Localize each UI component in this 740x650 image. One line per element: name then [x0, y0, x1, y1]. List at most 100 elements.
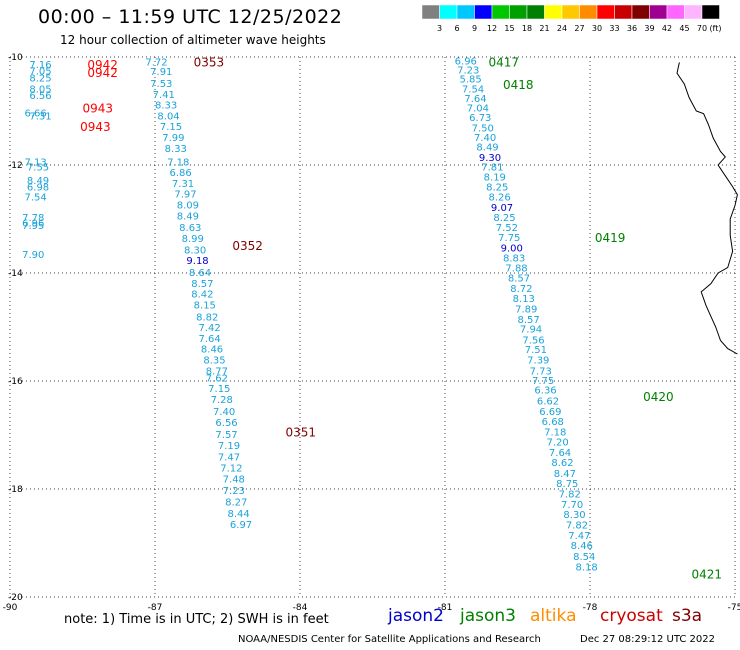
- pass-time-label: 0942: [87, 58, 118, 72]
- wave-height-value: 7.19: [218, 441, 240, 452]
- wave-height-value: 7.53: [150, 79, 172, 90]
- pass-time-label: 0943: [80, 120, 111, 134]
- wave-height-value: 7.42: [199, 323, 221, 334]
- wave-height-value: 6.56: [29, 91, 51, 102]
- credit-line: NOAA/NESDIS Center for Satellite Applica…: [238, 634, 541, 645]
- wave-height-value: 8.83: [503, 253, 525, 264]
- wave-height-value: 7.50: [472, 123, 494, 134]
- lat-tick-label: -16: [8, 377, 23, 387]
- colorbar-label: 9: [472, 24, 477, 33]
- wave-height-value: 7.95: [22, 221, 44, 232]
- wave-height-value: 8.30: [563, 510, 585, 521]
- wave-height-value: 8.25: [493, 213, 515, 224]
- wave-height-value: 7.81: [481, 163, 503, 174]
- wave-height-value: 7.40: [474, 133, 496, 144]
- colorbar-swatch: [596, 4, 615, 20]
- colorbar-label: 6: [454, 24, 459, 33]
- colorbar-swatch: [456, 4, 475, 20]
- wave-height-value: 7.41: [153, 90, 175, 101]
- wave-height-value: 7.15: [208, 384, 230, 395]
- colorbar-swatch: [701, 4, 720, 20]
- wave-height-value: 6.36: [534, 386, 556, 397]
- wave-height-value: 7.47: [218, 453, 240, 464]
- wave-height-value: 6.56: [215, 418, 237, 429]
- units-note: note: 1) Time is in UTC; 2) SWH is in fe…: [64, 612, 329, 627]
- pass-time-label: 0352: [232, 239, 263, 253]
- wave-height-value: 7.62: [206, 373, 228, 384]
- wave-height-value: 7.52: [496, 223, 518, 234]
- colorbar-label: 24: [557, 24, 567, 33]
- colorbar-swatch: [684, 4, 703, 20]
- wave-height-value: 7.94: [520, 325, 542, 336]
- wave-height-value: 7.23: [223, 486, 245, 497]
- wave-height-value: 8.62: [551, 458, 573, 469]
- wave-height-value: 7.18: [167, 157, 189, 168]
- wave-height-value: 7.12: [220, 463, 242, 474]
- wave-height-value: 8.49: [177, 211, 199, 222]
- wave-height-value: 8.82: [196, 312, 218, 323]
- pass-time-label: 0942: [87, 66, 118, 80]
- colorbar-swatch: [579, 4, 598, 20]
- wave-height-value: 6.68: [542, 417, 564, 428]
- wave-height-value: 7.78: [22, 213, 44, 224]
- pass-time-label: 0418: [503, 78, 534, 92]
- wave-height-value: 7.15: [160, 122, 182, 133]
- colorbar-label: 39: [644, 24, 654, 33]
- wave-height-value: 7.99: [162, 133, 184, 144]
- generation-timestamp: Dec 27 08:29:12 UTC 2022: [580, 634, 715, 645]
- wave-height-value: 7.47: [568, 531, 590, 542]
- pass-time-label: 0353: [194, 55, 225, 69]
- wave-height-value: 7.16: [29, 60, 51, 71]
- wave-height-value: 8.57: [191, 279, 213, 290]
- colorbar-label: 42: [662, 24, 672, 33]
- wave-height-value: 7.20: [547, 438, 569, 449]
- colorbar-unit-label: (ft): [709, 24, 721, 33]
- wave-height-value: 6.66: [25, 109, 47, 120]
- wave-height-value: 9.30: [479, 153, 501, 164]
- wave-height-value: 7.28: [211, 395, 233, 406]
- wave-height-value: 7.54: [25, 192, 47, 203]
- wave-height-value: 7.18: [544, 427, 566, 438]
- colorbar-swatch: [491, 4, 510, 20]
- wave-height-value: 9.00: [501, 244, 523, 255]
- satellite-legend-cryosat: cryosat: [600, 606, 663, 626]
- wave-height-value: 8.64: [189, 268, 211, 279]
- wave-height-value: 8.75: [556, 479, 578, 490]
- wave-height-value: 7.72: [145, 57, 167, 68]
- wave-height-value: 7.70: [561, 500, 583, 511]
- wave-height-value: 8.27: [225, 498, 247, 509]
- colorbar-label: 27: [574, 24, 584, 33]
- map-frame: [10, 57, 735, 597]
- colorbar-swatch: [544, 4, 563, 20]
- coastline: [676, 62, 738, 355]
- wave-height-value: 7.23: [457, 66, 479, 77]
- colorbar-label: 33: [609, 24, 619, 33]
- colorbar-swatch: [666, 4, 685, 20]
- lon-tick-label: -75: [728, 603, 740, 613]
- wave-height-value: 7.73: [530, 366, 552, 377]
- wave-height-value: 7.82: [559, 489, 581, 500]
- wave-height-value: 8.99: [182, 234, 204, 245]
- satellite-legend-jason2: jason2: [388, 606, 444, 626]
- colorbar-label: 15: [504, 24, 514, 33]
- wave-height-value: 8.30: [184, 245, 206, 256]
- wave-height-value: 8.63: [179, 223, 201, 234]
- wave-height-value: 6.98: [27, 183, 49, 194]
- colorbar-label: 70: [697, 24, 707, 33]
- wave-height-value: 7.31: [172, 179, 194, 190]
- wave-height-value: 8.19: [484, 172, 506, 183]
- wave-height-value: 7.90: [22, 250, 44, 261]
- pass-time-label: 0420: [643, 390, 674, 404]
- satellite-legend-jason3: jason3: [460, 606, 516, 626]
- pass-time-label: 0419: [595, 231, 626, 245]
- wave-height-value: 8.77: [206, 366, 228, 377]
- wave-height-value: 7.64: [199, 334, 221, 345]
- wave-height-value: 9.18: [186, 256, 208, 267]
- wave-height-value: 8.18: [576, 562, 598, 573]
- wave-height-value: 8.57: [518, 315, 540, 326]
- wave-height-value: 5.85: [460, 75, 482, 86]
- wave-height-value: 7.75: [498, 233, 520, 244]
- colorbar-swatch: [631, 4, 650, 20]
- wave-height-value: 7.31: [29, 111, 51, 122]
